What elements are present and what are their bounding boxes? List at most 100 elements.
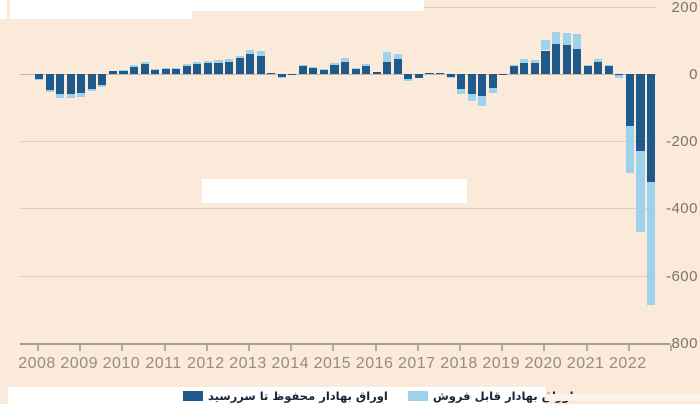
x-axis-tick: [627, 344, 630, 351]
bar-segment-available-for-sale: [87, 89, 96, 92]
bar-segment-held-to-maturity: [140, 64, 149, 74]
bar-segment-available-for-sale: [446, 76, 455, 78]
y-tick-label: -200: [665, 133, 698, 151]
x-tick-label: 2011: [145, 355, 182, 372]
bar-segment-held-to-maturity: [267, 72, 276, 74]
x-axis-tick: [543, 344, 546, 351]
x-tick-label: 2021: [566, 355, 605, 372]
x-tick-label: 2009: [60, 355, 98, 372]
legend: اوراق بهادار محفوظ تا سررسید اوراق بهادا…: [8, 387, 574, 404]
bar-segment-available-for-sale: [636, 151, 645, 232]
bar-segment-available-for-sale: [235, 55, 244, 59]
bar-segment-available-for-sale: [151, 69, 160, 70]
bar-segment-available-for-sale: [341, 57, 350, 63]
bar-segment-available-for-sale: [56, 94, 65, 98]
bar-segment-held-to-maturity: [193, 64, 202, 74]
x-axis-tick: [290, 344, 293, 351]
bar-segment-held-to-maturity: [56, 74, 65, 95]
bar-segment-available-for-sale: [45, 90, 54, 93]
bar-segment-available-for-sale: [362, 63, 371, 66]
x-axis-tick: [79, 344, 82, 351]
bar-segment-held-to-maturity: [594, 61, 603, 74]
y-tick-label: -600: [665, 267, 698, 285]
bar-segment-held-to-maturity: [583, 65, 592, 74]
x-tick-label: 2014: [271, 355, 309, 372]
bar-segment-available-for-sale: [298, 64, 307, 66]
bar-segment-held-to-maturity: [87, 74, 96, 90]
bar-segment-available-for-sale: [319, 69, 329, 70]
x-axis-tick: [248, 344, 250, 351]
bar-segment-held-to-maturity: [604, 65, 613, 74]
x-tick-label: 2015: [313, 355, 352, 372]
bar-segment-held-to-maturity: [119, 70, 128, 74]
bar-segment-available-for-sale: [277, 77, 286, 78]
bar-segment-held-to-maturity: [246, 53, 255, 74]
bar-segment-available-for-sale: [457, 89, 466, 95]
x-tick-label: 2016: [355, 355, 394, 372]
bar-segment-held-to-maturity: [467, 74, 476, 94]
bar-segment-available-for-sale: [646, 182, 656, 306]
y-tick-label: -400: [665, 200, 698, 218]
x-axis-tick: [374, 344, 377, 351]
bar-segment-held-to-maturity: [309, 68, 318, 74]
bar-segment-available-for-sale: [467, 93, 476, 101]
bar-segment-available-for-sale: [35, 79, 44, 80]
bar-segment-held-to-maturity: [98, 74, 107, 86]
legend-label-available-for-sale: اوراق بهادار قابل فروش: [432, 388, 574, 403]
bar-segment-held-to-maturity: [330, 64, 339, 74]
bar-segment-available-for-sale: [625, 126, 634, 174]
x-tick-label: 2017: [398, 355, 436, 372]
bar-segment-held-to-maturity: [520, 63, 529, 74]
bar-segment-available-for-sale: [330, 62, 339, 65]
x-tick-label: 2018: [440, 355, 478, 372]
x-tick-label: 2022: [609, 355, 647, 372]
whiteout-patch: [545, 394, 700, 401]
x-axis-tick: [205, 344, 208, 351]
available-for-sale-swatch-icon: [407, 390, 428, 401]
bar-segment-available-for-sale: [193, 62, 202, 65]
x-tick-label: 2008: [18, 355, 56, 372]
bar-segment-held-to-maturity: [351, 69, 360, 74]
x-axis-tick: [332, 344, 335, 351]
bar-segment-held-to-maturity: [646, 74, 656, 183]
x-tick-label: 2019: [482, 355, 520, 372]
x-axis-tick: [670, 344, 672, 351]
bar-segment-held-to-maturity: [161, 69, 170, 74]
bar-segment-held-to-maturity: [35, 74, 44, 79]
bar-segment-held-to-maturity: [151, 69, 160, 74]
bar-segment-available-for-sale: [214, 59, 223, 63]
legend-item-held-to-maturity: اوراق بهادار محفوظ تا سررسید: [183, 389, 388, 403]
bar-segment-held-to-maturity: [457, 74, 466, 90]
gridline: [20, 208, 656, 210]
bar-segment-available-for-sale: [383, 51, 392, 62]
bar-segment-held-to-maturity: [499, 74, 508, 75]
x-axis-tick: [163, 344, 166, 351]
bar-segment-held-to-maturity: [625, 74, 634, 127]
bar-segment-held-to-maturity: [45, 74, 54, 91]
x-axis-tick: [37, 344, 39, 351]
bar-segment-held-to-maturity: [129, 66, 139, 74]
bar-segment-available-for-sale: [119, 69, 128, 71]
bar-segment-available-for-sale: [66, 93, 75, 99]
bar-segment-held-to-maturity: [288, 74, 297, 75]
bar-segment-held-to-maturity: [573, 48, 582, 74]
x-tick-label: 2013: [229, 355, 267, 372]
bar-segment-available-for-sale: [140, 62, 149, 65]
bar-segment-available-for-sale: [393, 53, 402, 59]
bar-segment-held-to-maturity: [203, 62, 212, 74]
bar-segment-held-to-maturity: [298, 65, 307, 74]
bar-segment-held-to-maturity: [435, 72, 445, 74]
x-tick-label: 2020: [524, 355, 563, 372]
bar-segment-available-for-sale: [615, 74, 624, 79]
bar-segment-held-to-maturity: [108, 71, 118, 74]
bar-segment-available-for-sale: [98, 85, 107, 87]
bar-segment-held-to-maturity: [615, 74, 624, 75]
bar-segment-available-for-sale: [530, 59, 540, 63]
whiteout-patch: [192, 0, 424, 11]
bar-segment-held-to-maturity: [509, 65, 518, 74]
bar-segment-available-for-sale: [604, 64, 613, 66]
x-tick-label: 2012: [187, 355, 225, 372]
bar-segment-held-to-maturity: [319, 69, 329, 74]
bar-segment-held-to-maturity: [446, 74, 455, 77]
